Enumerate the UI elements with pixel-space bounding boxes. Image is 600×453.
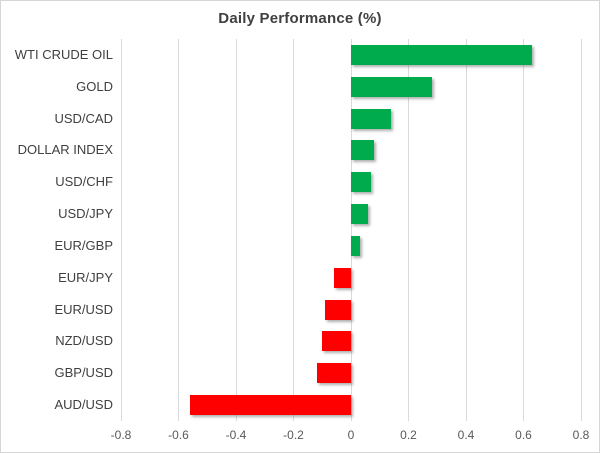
bar [351, 44, 533, 65]
gridline [523, 39, 524, 421]
gridline [580, 39, 582, 421]
x-tick-label: 0.4 [457, 428, 475, 442]
x-tick-label: -0.6 [168, 428, 189, 442]
category-label: GBP/USD [54, 365, 113, 381]
x-tick-label: 0.8 [572, 428, 590, 442]
category-label: NZD/USD [55, 333, 113, 349]
category-label: USD/JPY [58, 206, 113, 222]
category-label: GOLD [76, 78, 113, 94]
category-label: USD/CAD [54, 110, 113, 126]
category-label: DOLLAR INDEX [17, 142, 113, 158]
gridline [350, 39, 352, 421]
x-tick-label: -0.4 [225, 428, 247, 442]
gridline [465, 39, 467, 421]
gridline [178, 39, 179, 421]
bar [351, 108, 392, 129]
x-tick-label: -0.8 [110, 428, 132, 442]
bar [325, 299, 351, 320]
bar [351, 235, 360, 256]
gridline [120, 39, 122, 421]
x-tick-label: -0.2 [283, 428, 304, 442]
category-label: EUR/USD [54, 301, 113, 317]
bar [316, 363, 351, 384]
x-tick-label: 0.6 [515, 428, 532, 442]
gridline [408, 39, 409, 421]
category-label: USD/CHF [55, 174, 113, 190]
category-label: EUR/JPY [58, 269, 113, 285]
bar [351, 140, 374, 161]
category-label: AUD/USD [54, 397, 113, 413]
gridline [293, 39, 294, 421]
category-label: EUR/GBP [54, 237, 113, 253]
bar [351, 76, 432, 97]
bar [333, 267, 351, 288]
bar [351, 204, 369, 225]
bar [351, 172, 372, 193]
category-label: WTI CRUDE OIL [14, 46, 113, 62]
bar [322, 331, 351, 352]
bar [190, 395, 351, 416]
chart-title: Daily Performance (%) [218, 10, 382, 27]
x-tick-label: 0.2 [400, 428, 417, 442]
x-tick-label: 0 [347, 428, 355, 442]
gridline [235, 39, 237, 421]
